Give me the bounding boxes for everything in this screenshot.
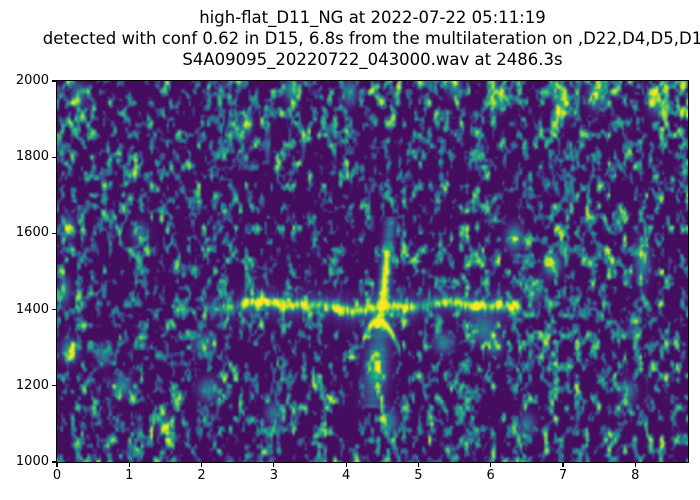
x-tick-label: 1 [125, 468, 134, 483]
x-tick-label: 7 [558, 468, 568, 483]
x-tick-mark [562, 463, 564, 467]
y-tick-label: 1000 [15, 454, 49, 469]
x-tick-label: 5 [414, 468, 423, 483]
x-tick-label: 8 [631, 468, 640, 483]
x-tick-mark [56, 463, 58, 467]
chart-title-line-2: detected with conf 0.62 in D15, 6.8s fro… [42, 29, 700, 48]
y-tick-label: 1600 [15, 225, 49, 241]
chart-title-line-1: high-flat_D11_NG at 2022-07-22 05:11:19 [199, 8, 546, 27]
x-tick-label: 3 [269, 468, 278, 483]
x-tick-mark [634, 463, 636, 467]
y-tick-mark [52, 156, 56, 158]
y-tick-mark [52, 80, 56, 82]
x-tick-label: 0 [52, 468, 62, 483]
y-tick-label: 1400 [15, 301, 49, 317]
spectrogram-canvas [57, 81, 688, 462]
x-tick-label: 4 [341, 468, 351, 483]
chart-title-line-3: S4A09095_20220722_043000.wav at 2486.3s [182, 50, 563, 69]
x-tick-mark [200, 463, 203, 467]
y-tick-label: 2000 [15, 73, 49, 88]
x-tick-label: 6 [486, 468, 495, 483]
x-tick-mark [490, 463, 492, 467]
x-tick-mark [128, 463, 130, 467]
y-tick-mark [52, 461, 56, 463]
chart-title: high-flat_D11_NG at 2022-07-22 05:11:19 … [0, 7, 700, 70]
x-tick-mark [345, 463, 347, 467]
y-tick-label: 1200 [15, 377, 49, 393]
y-tick-mark [52, 232, 56, 234]
x-tick-mark [273, 463, 275, 467]
y-tick-label: 1800 [15, 149, 49, 165]
x-tick-mark [417, 463, 419, 467]
plot-area [56, 80, 689, 463]
x-tick-label: 2 [197, 468, 206, 483]
y-tick-mark [52, 309, 56, 311]
y-tick-mark [52, 385, 56, 387]
